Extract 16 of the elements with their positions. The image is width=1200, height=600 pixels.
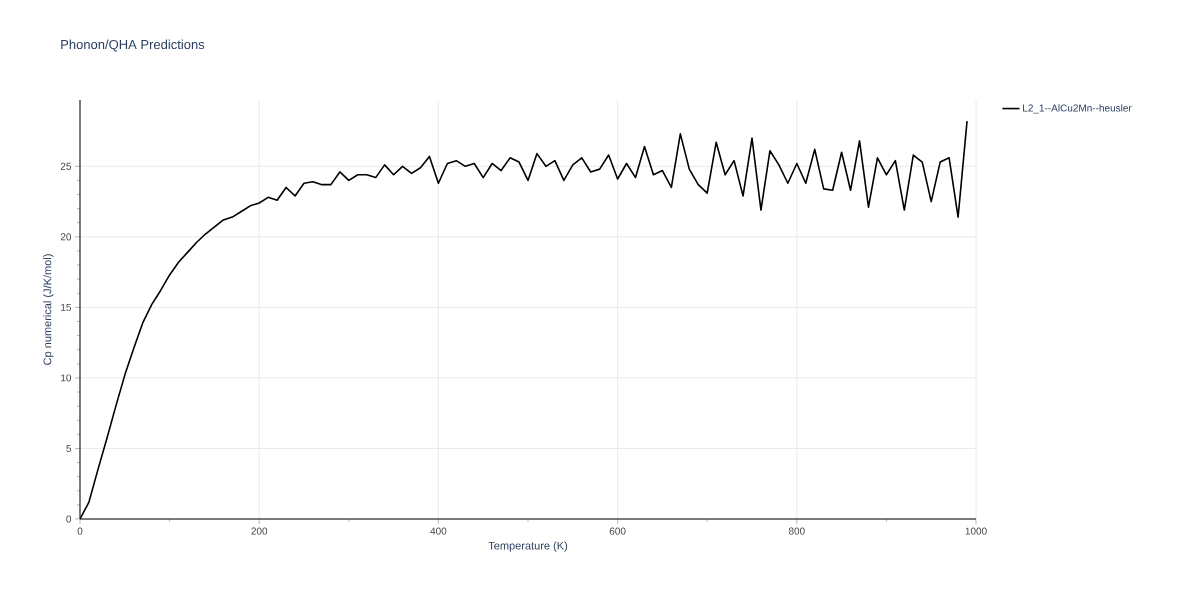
y-tick-label: 10 bbox=[61, 374, 72, 382]
x-tick-label: 200 bbox=[251, 527, 268, 535]
y-axis-title: Cp numerical (J/K/mol) bbox=[43, 254, 54, 365]
y-tick-label: 0 bbox=[66, 515, 72, 523]
x-tick-label: 800 bbox=[788, 527, 805, 535]
legend-label: L2_1--AlCu2Mn--heusler bbox=[1023, 104, 1132, 114]
x-tick-label: 0 bbox=[77, 527, 83, 535]
x-tick-label: 600 bbox=[609, 527, 626, 535]
x-axis-title: Temperature (K) bbox=[488, 541, 568, 552]
y-tick-label: 25 bbox=[60, 162, 72, 170]
chart-title: Phonon/QHA Predictions bbox=[61, 39, 205, 52]
x-tick-label: 400 bbox=[430, 527, 447, 535]
y-tick-label: 5 bbox=[66, 444, 72, 452]
y-tick-label: 15 bbox=[61, 303, 72, 311]
x-tick-label: 1000 bbox=[965, 527, 987, 535]
y-tick-label: 20 bbox=[60, 233, 72, 241]
